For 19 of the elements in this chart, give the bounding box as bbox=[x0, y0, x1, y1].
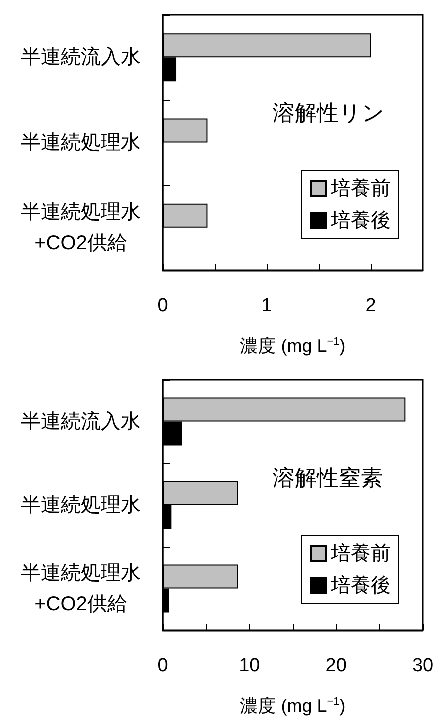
x-tick-label: 30 bbox=[412, 656, 434, 676]
legend-label: 培養後 bbox=[330, 575, 391, 597]
x-tick-label: 0 bbox=[158, 656, 168, 676]
y-tick-label: 半連続流入水 bbox=[21, 46, 141, 69]
y-tick-label: 半連続処理水 +CO2供給 bbox=[21, 201, 141, 254]
x-tick-label: 0 bbox=[158, 296, 168, 316]
legend-label: 培養後 bbox=[330, 210, 391, 232]
text: 溶解性リン bbox=[273, 100, 385, 126]
y-tick-label: 半連続流入水 bbox=[21, 410, 141, 433]
x-tick-label: 2 bbox=[366, 296, 376, 316]
x-tick-label: 10 bbox=[239, 656, 260, 676]
x-tick-label: 20 bbox=[326, 656, 347, 676]
y-tick-label: 半連続処理水 +CO2供給 bbox=[21, 562, 141, 616]
legend-label: 培養前 bbox=[330, 543, 391, 565]
legend-label: 培養前 bbox=[330, 178, 391, 200]
x-tick-label: 1 bbox=[262, 296, 272, 316]
y-tick-label: 半連続処理水 bbox=[21, 132, 141, 154]
y-tick-label: 半連続処理水 bbox=[21, 494, 141, 516]
text: 溶解性窒素 bbox=[273, 466, 383, 490]
